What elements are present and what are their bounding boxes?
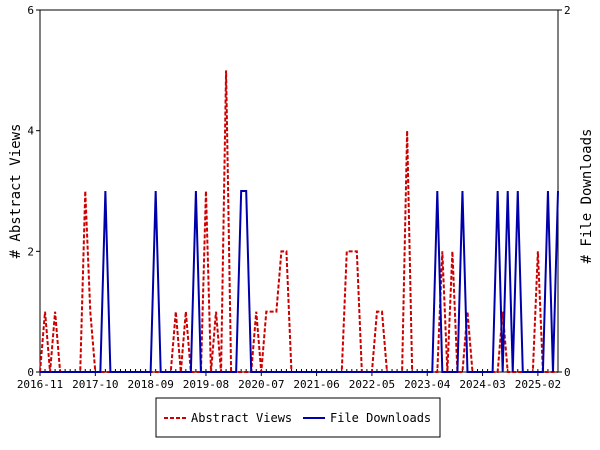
x-tick-label: 2019-08: [183, 378, 229, 391]
y-right-tick-label: 0: [564, 366, 571, 379]
x-tick-label: 2024-03: [459, 378, 505, 391]
legend-box: [155, 397, 441, 438]
x-tick-label: 2018-09: [127, 378, 173, 391]
y-left-tick-label: 0: [27, 366, 34, 379]
legend-label-file-downloads: File Downloads: [330, 411, 431, 425]
x-axis: 2016-11 2017-10 2018-09 2019-08 2020-07 2021-…: [17, 369, 561, 391]
y-left-tick-label: 2: [27, 245, 34, 258]
plot-area: [39, 9, 559, 373]
y-left-tick-label: 4: [27, 125, 34, 138]
series-layer: [39, 70, 559, 373]
x-tick-label: 2022-05: [349, 378, 395, 391]
x-tick-label: 2023-04: [404, 378, 451, 391]
y-axis-right-title: # File Downloads: [579, 129, 595, 264]
y-axis-left: 0 2 4 6: [27, 4, 40, 379]
x-tick-label: 2020-07: [238, 378, 284, 391]
legend-label-abstract-views: Abstract Views: [191, 411, 292, 425]
y-left-tick-label: 6: [27, 4, 34, 17]
y-right-tick-label: 2: [564, 4, 571, 17]
legend: Abstract Views File Downloads: [155, 397, 441, 438]
y-axis-left-title: # Abstract Views: [8, 124, 24, 259]
x-tick-label: 2021-06: [293, 378, 339, 391]
x-tick-label: 2025-02: [515, 378, 561, 391]
x-tick-label: 2016-11: [17, 378, 63, 391]
x-tick-label: 2017-10: [72, 378, 118, 391]
y-axis-right: 02: [558, 4, 571, 379]
series-line-file-downloads: [40, 190, 559, 373]
